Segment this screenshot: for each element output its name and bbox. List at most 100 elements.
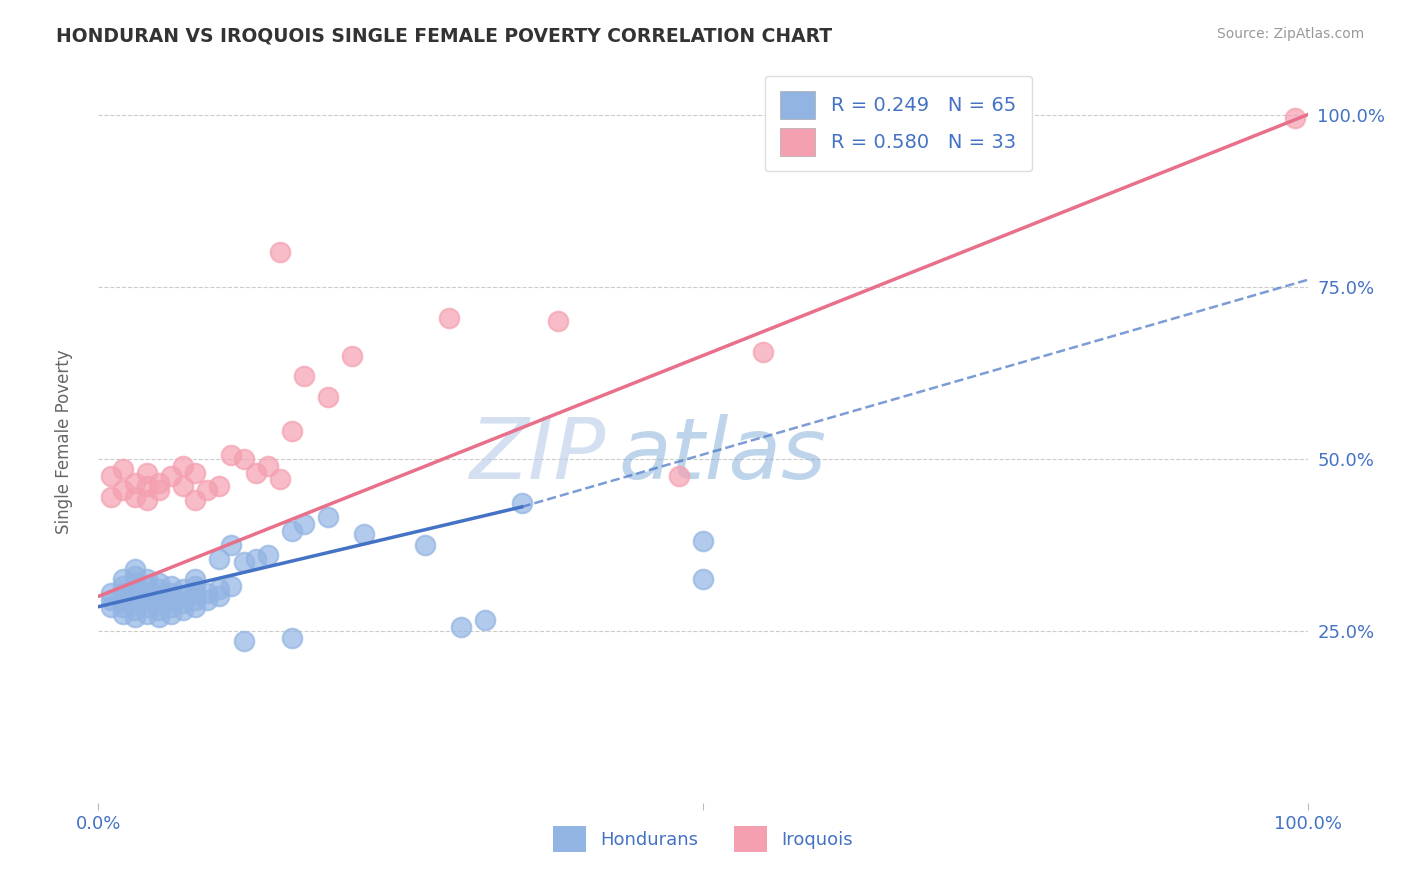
Point [353, 527, 375, 541]
Point [172, 590, 194, 604]
Point [124, 610, 146, 624]
Point [184, 592, 207, 607]
Point [124, 568, 146, 582]
Point [195, 592, 218, 607]
Point [111, 592, 134, 607]
Point [148, 590, 170, 604]
Point [124, 490, 146, 504]
Point [124, 562, 146, 576]
Point [752, 345, 775, 359]
Point [148, 575, 170, 590]
Point [135, 466, 157, 480]
Point [160, 469, 183, 483]
Point [100, 599, 122, 614]
Point [221, 538, 243, 552]
Point [100, 586, 122, 600]
Point [547, 314, 569, 328]
Point [111, 462, 134, 476]
Text: ZIP: ZIP [470, 415, 606, 498]
Point [124, 575, 146, 590]
Point [292, 369, 315, 384]
Point [232, 451, 254, 466]
Point [124, 582, 146, 597]
Point [135, 599, 157, 614]
Point [160, 592, 183, 607]
Point [160, 579, 183, 593]
Point [208, 479, 231, 493]
Text: atlas: atlas [619, 415, 827, 498]
Y-axis label: Single Female Poverty: Single Female Poverty [55, 350, 73, 533]
Point [208, 590, 231, 604]
Point [256, 458, 278, 473]
Point [172, 603, 194, 617]
Point [245, 466, 267, 480]
Point [245, 551, 267, 566]
Point [111, 483, 134, 497]
Point [221, 448, 243, 462]
Point [232, 555, 254, 569]
Point [208, 551, 231, 566]
Point [135, 579, 157, 593]
Point [184, 493, 207, 508]
Point [195, 586, 218, 600]
Point [135, 607, 157, 621]
Point [148, 596, 170, 610]
Point [148, 483, 170, 497]
Point [269, 245, 291, 260]
Point [148, 603, 170, 617]
Point [135, 493, 157, 508]
Point [135, 479, 157, 493]
Point [160, 607, 183, 621]
Point [1284, 111, 1306, 125]
Point [342, 349, 364, 363]
Point [316, 390, 339, 404]
Point [148, 475, 170, 490]
Point [160, 599, 183, 614]
Text: Source: ZipAtlas.com: Source: ZipAtlas.com [1216, 27, 1364, 41]
Point [100, 592, 122, 607]
Point [111, 579, 134, 593]
Point [184, 466, 207, 480]
Point [281, 424, 304, 438]
Point [413, 538, 436, 552]
Point [316, 510, 339, 524]
Point [437, 310, 460, 325]
Point [172, 458, 194, 473]
Point [256, 548, 278, 562]
Text: HONDURAN VS IROQUOIS SINGLE FEMALE POVERTY CORRELATION CHART: HONDURAN VS IROQUOIS SINGLE FEMALE POVER… [56, 27, 832, 45]
Point [148, 582, 170, 597]
Point [281, 631, 304, 645]
Point [172, 596, 194, 610]
Point [124, 590, 146, 604]
Point [208, 582, 231, 597]
Point [111, 572, 134, 586]
Point [184, 572, 207, 586]
Point [124, 475, 146, 490]
Point [269, 472, 291, 486]
Point [135, 572, 157, 586]
Point [195, 483, 218, 497]
Point [232, 634, 254, 648]
Point [160, 586, 183, 600]
Point [111, 586, 134, 600]
Point [148, 610, 170, 624]
Point [292, 517, 315, 532]
Point [184, 586, 207, 600]
Point [510, 496, 533, 510]
Point [668, 469, 690, 483]
Point [184, 579, 207, 593]
Point [184, 599, 207, 614]
Point [450, 620, 472, 634]
Point [692, 534, 714, 549]
Point [100, 490, 122, 504]
Point [281, 524, 304, 538]
Point [100, 469, 122, 483]
Point [135, 592, 157, 607]
Point [135, 586, 157, 600]
Point [692, 572, 714, 586]
Point [221, 579, 243, 593]
Point [474, 614, 496, 628]
Point [111, 599, 134, 614]
Point [124, 603, 146, 617]
Point [172, 479, 194, 493]
